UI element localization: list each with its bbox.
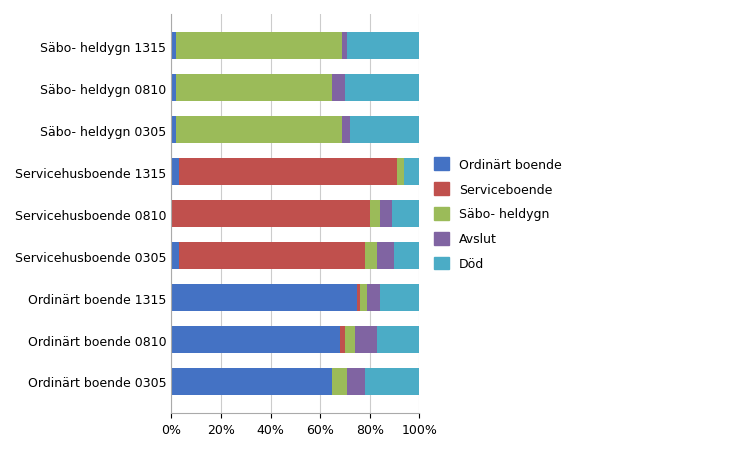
Legend: Ordinärt boende, Serviceboende, Säbo- heldygn, Avslut, Död: Ordinärt boende, Serviceboende, Säbo- he…: [428, 152, 569, 277]
Bar: [370, 201, 380, 228]
Bar: [171, 201, 370, 228]
Bar: [395, 243, 419, 270]
Bar: [380, 201, 392, 228]
Bar: [332, 368, 347, 395]
Bar: [171, 159, 179, 186]
Bar: [179, 243, 365, 270]
Bar: [350, 117, 419, 144]
Bar: [176, 75, 332, 102]
Bar: [365, 243, 377, 270]
Bar: [359, 284, 367, 312]
Bar: [377, 326, 419, 354]
Bar: [332, 75, 345, 102]
Bar: [345, 326, 355, 354]
Bar: [405, 159, 419, 186]
Bar: [392, 201, 419, 228]
Bar: [179, 159, 397, 186]
Bar: [171, 326, 340, 354]
Bar: [355, 326, 377, 354]
Bar: [380, 284, 419, 312]
Bar: [171, 284, 357, 312]
Bar: [171, 75, 176, 102]
Bar: [345, 75, 419, 102]
Bar: [176, 33, 342, 60]
Bar: [171, 33, 176, 60]
Bar: [176, 117, 342, 144]
Bar: [367, 284, 380, 312]
Bar: [365, 368, 419, 395]
Bar: [340, 326, 345, 354]
Bar: [347, 33, 419, 60]
Bar: [397, 159, 405, 186]
Bar: [342, 117, 350, 144]
Bar: [342, 33, 347, 60]
Bar: [347, 368, 365, 395]
Bar: [171, 368, 332, 395]
Bar: [171, 243, 179, 270]
Bar: [377, 243, 395, 270]
Bar: [171, 117, 176, 144]
Bar: [357, 284, 359, 312]
